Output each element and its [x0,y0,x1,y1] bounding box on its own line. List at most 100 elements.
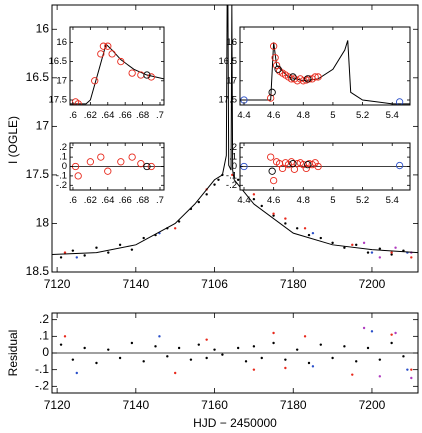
y-tick-label: 17 [36,119,50,133]
data-point [143,162,151,171]
data-point [137,160,145,168]
y-tick-label: 16 [56,37,67,48]
data-point [154,345,157,348]
y-tick-label: 16.5 [219,56,238,67]
x-tick-label: 7180 [280,277,307,291]
x-tick-label: 7106 [201,277,228,291]
data-point [189,358,193,361]
data-point [166,355,169,358]
data-point [311,365,315,368]
x-tick-label: .6 [69,110,77,121]
data-point [272,341,275,345]
data-point [213,183,216,186]
x-tick-label: 4.4 [237,195,250,206]
data-point [314,73,322,81]
data-point [75,256,78,259]
data-point [303,335,307,338]
y-tick-label: -.2 [35,379,49,393]
x-tick-label: .6 [69,195,77,206]
y-tick-label: -.1 [226,170,237,181]
data-point [63,335,67,338]
data-point [331,356,334,360]
data-point [71,98,80,105]
data-point [319,343,322,346]
y-tick-label: 16 [36,21,50,35]
data-point [366,346,370,350]
plot-area [52,326,418,380]
data-point [260,356,263,360]
plot-frame [239,26,411,106]
data-point [104,42,112,50]
x-tick-label: 5 [330,110,335,121]
plot-frame [51,4,419,273]
x-tick-label: 4.6 [267,110,280,121]
data-point [362,326,366,330]
data-point [343,345,346,348]
data-point [410,376,413,380]
data-point [378,375,382,378]
data-point [118,243,122,247]
data-point [173,227,177,230]
x-tick-label: 5 [330,195,335,206]
data-point [217,178,220,181]
y-tick-label: .2 [59,142,67,153]
model-curve [52,5,418,256]
data-point [97,50,105,58]
data-point [378,256,382,259]
data-point [355,243,358,247]
x-tick-label: .7 [156,110,164,121]
data-point [351,243,354,247]
data-point [307,233,311,237]
data-point [402,355,405,358]
x-tick-label: .66 [119,195,132,206]
data-point [130,248,134,251]
data-point [410,256,413,259]
plot-frame [51,312,419,394]
x-tick-label: 7120 [44,277,71,291]
data-point [406,368,409,371]
y-tick-label: -.2 [226,180,237,191]
data-point [314,162,322,171]
y-tick-label: 17.5 [219,95,238,106]
x-tick-label: 7180 [280,398,307,412]
data-point [158,335,161,338]
y-tick-label: 0 [42,345,49,359]
data-point [177,220,181,223]
data-point [221,353,224,356]
x-tick-label: 7200 [359,277,386,291]
x-tick-label: .62 [84,110,97,121]
y-tick-label: .2 [229,142,237,153]
data-point [197,200,200,204]
y-tick-label: -.2 [56,180,67,191]
data-point [236,178,240,181]
x-tick-label: 4.8 [297,195,310,206]
data-point [99,42,108,50]
x-tick-label: .64 [101,195,114,206]
data-point [147,162,155,171]
data-point [284,366,287,370]
data-point [272,212,275,215]
data-point [142,236,145,240]
plot-frame [69,142,165,191]
data-point [117,57,125,66]
data-point [86,158,95,166]
y-axis-label: I (OGLE) [6,116,20,164]
data-point [74,172,82,180]
data-point [395,98,404,105]
x-tick-label: .62 [84,195,97,206]
data-point [236,346,240,350]
data-point [177,346,181,350]
data-point [107,348,110,351]
data-point [378,358,382,361]
data-point [272,61,281,70]
y-tick-label: -.1 [56,170,67,181]
data-point [108,50,116,58]
data-point [303,227,307,230]
x-tick-label: .7 [156,195,164,206]
y-tick-label: 16.5 [26,70,50,84]
data-point [117,158,125,166]
x-tick-label: 5.2 [356,195,369,206]
y-axis-label: Residual [6,330,20,377]
data-point [284,217,287,220]
